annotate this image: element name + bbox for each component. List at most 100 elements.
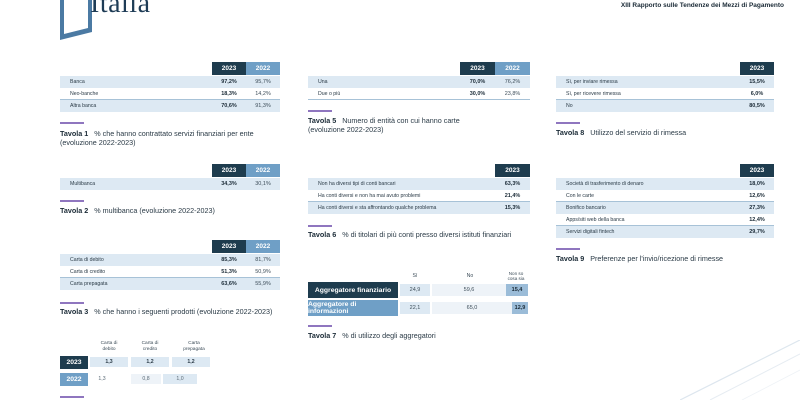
caption-text: % che hanno contrattato servizi finanzia… — [60, 129, 254, 147]
table-row: Bonifico bancario 27,3% — [556, 202, 774, 214]
value-cell: 24,9 — [400, 284, 430, 296]
year-header-2023: 2023 — [740, 62, 774, 75]
value-2022: 14,2% — [255, 90, 271, 97]
col-header: Carta di credito — [141, 341, 159, 352]
col-header: No — [466, 273, 474, 279]
table-row: Una 70,0% 76,2% — [308, 76, 530, 88]
value-cell: 1,2 — [172, 357, 210, 367]
table-9: 2023 Società di trasferimento di denaro … — [556, 164, 774, 240]
value-cell: 1,2 — [131, 357, 169, 367]
caption-rule — [60, 396, 84, 398]
logo-frame-icon — [60, 0, 92, 40]
table-row: Neo-banche 18,3% 14,2% — [60, 88, 280, 100]
caption-table-1: Tavola 1% che hanno contrattato servizi … — [60, 129, 290, 147]
year-header-2023: 2023 — [212, 164, 246, 177]
value-cell: 12,9 — [512, 302, 528, 314]
table-row: Società di trasferimento di denaro 18,0% — [556, 178, 774, 190]
table-row: Banca 97,2% 95,7% — [60, 76, 280, 88]
table-row: Sì, per ricevere rimessa 6,0% — [556, 88, 774, 100]
table-row: Altra banca 70,6% 91,3% — [60, 100, 280, 112]
table-5: 2023 2022 Una 70,0% 76,2% Due o più 30,0… — [308, 62, 530, 102]
row-label: Apps/siti web della banca — [566, 216, 625, 223]
year-header-2022: 2022 — [246, 240, 280, 253]
value-2023: 70,6% — [221, 103, 237, 109]
caption-table-7: Tavola 7 % di utilizzo degli aggregatori — [308, 331, 538, 341]
row-label: No — [566, 103, 573, 109]
value-2023: 18,3% — [221, 90, 237, 97]
row-label: Ha conti diversi e sta affrontando qualc… — [318, 205, 437, 211]
value-cell: 22,1 — [400, 302, 430, 314]
value-cell: 1,0 — [163, 374, 197, 384]
caption-table-8: Tavola 8 Utilizzo del servizio di rimessa — [556, 128, 776, 138]
table-2: 2023 2022 Multibanca 34,3% 30,1% — [60, 164, 280, 190]
value-2022: 76,2% — [504, 79, 521, 85]
value-2023: 6,0% — [750, 90, 764, 97]
caption-rule — [308, 225, 332, 227]
caption-text: Numero di entità con cui hanno carte (ev… — [308, 116, 460, 134]
year-header-2022: 2022 — [495, 62, 530, 75]
value-2023: 63,6% — [221, 281, 237, 287]
value-2023: 63,3% — [504, 181, 521, 187]
value-2023: 15,5% — [749, 79, 765, 85]
value-2023: 70,0% — [469, 79, 486, 85]
table-row: Carta di credito 51,3% 50,9% — [60, 266, 280, 278]
value-2022: 91,3% — [255, 103, 271, 109]
table-1: 2023 2022 Banca 97,2% 95,7% Neo-banche 1… — [60, 62, 280, 114]
row-label: Non ha diversi tipi di conti bancari — [318, 181, 396, 187]
caption-table-5: Tavola 5 Numero di entità con cui hanno c… — [308, 116, 498, 134]
year-header-2023: 2023 — [212, 240, 246, 253]
value-cell: 1,3 — [98, 376, 106, 382]
table-number: Tavola 6 — [308, 230, 337, 239]
row-label: Una — [318, 79, 328, 85]
value-2022: 81,7% — [255, 257, 271, 263]
caption-table-9: Tavola 9 Preferenze per l'invio/ricezione… — [556, 254, 776, 264]
caption-rule — [60, 302, 84, 304]
table-row: Con le carte 12,6% — [556, 190, 774, 202]
table-row: Ha conti diversi e sta affrontando qualc… — [308, 202, 530, 214]
caption-text: % multibanca (evoluzione 2022-2023) — [94, 206, 215, 215]
year-header-2022: 2022 — [246, 62, 280, 75]
table-6: 2023 Non ha diversi tipi di conti bancar… — [308, 164, 530, 216]
value-2022: 95,7% — [255, 79, 271, 85]
table-row: Servizi digitali fintech 29,7% — [556, 226, 774, 238]
table-3: 2023 2022 Carta di debito 85,3% 81,7% Ca… — [60, 240, 280, 292]
value-2023: 21,4% — [504, 192, 521, 199]
table-number: Tavola 1 — [60, 129, 89, 138]
year-header-2023: 2023 — [212, 62, 246, 75]
value-2023: 51,3% — [221, 268, 237, 275]
table-row: Sì, per inviare rimessa 15,5% — [556, 76, 774, 88]
value-2022: 55,9% — [255, 281, 271, 287]
value-2023: 29,7% — [749, 229, 765, 235]
value-2023: 85,3% — [221, 257, 237, 263]
caption-text: % che hanno i seguenti prodotti (evoluzi… — [94, 307, 273, 316]
row-label: Bonifico bancario — [566, 205, 606, 211]
caption-rule — [556, 122, 580, 124]
year-label-2022: 2022 — [60, 373, 88, 386]
value-2023: 12,6% — [749, 192, 765, 199]
caption-text: % di titolari di più conti presso divers… — [342, 230, 512, 239]
row-label: Servizi digitali fintech — [566, 229, 615, 235]
row-label: Banca — [70, 79, 85, 85]
value-2022: 50,9% — [255, 268, 271, 275]
caption-text: Utilizzo del servizio di rimessa — [590, 128, 687, 137]
value-cell: 0,8 — [131, 374, 161, 384]
table-number: Tavola 2 — [60, 206, 89, 215]
table-8: 2023 Sì, per inviare rimessa 15,5% Sì, p… — [556, 62, 774, 114]
table-row: Carta di debito 85,3% 81,7% — [60, 254, 280, 266]
table-row: Multibanca 34,3% 30,1% — [60, 178, 280, 190]
caption-rule — [60, 122, 84, 124]
logo-text: Italia — [90, 0, 151, 19]
row-label: Società di trasferimento di denaro — [566, 181, 644, 187]
row-label: Carta di debito — [70, 257, 104, 263]
value-2023: 18,0% — [749, 181, 765, 187]
row-label: Carta prepagata — [70, 281, 108, 287]
caption-text: % di utilizzo degli aggregatori — [342, 331, 436, 340]
table-number: Tavola 5 — [308, 116, 337, 125]
table-number: Tavola 3 — [60, 307, 89, 316]
col-header: Non so cosa sia — [507, 271, 525, 281]
value-2023: 80,5% — [749, 103, 765, 109]
col-header: Sì — [412, 273, 418, 279]
row-label: Con le carte — [566, 192, 594, 199]
value-2022: 30,1% — [255, 181, 271, 187]
value-2023: 15,3% — [504, 205, 521, 211]
